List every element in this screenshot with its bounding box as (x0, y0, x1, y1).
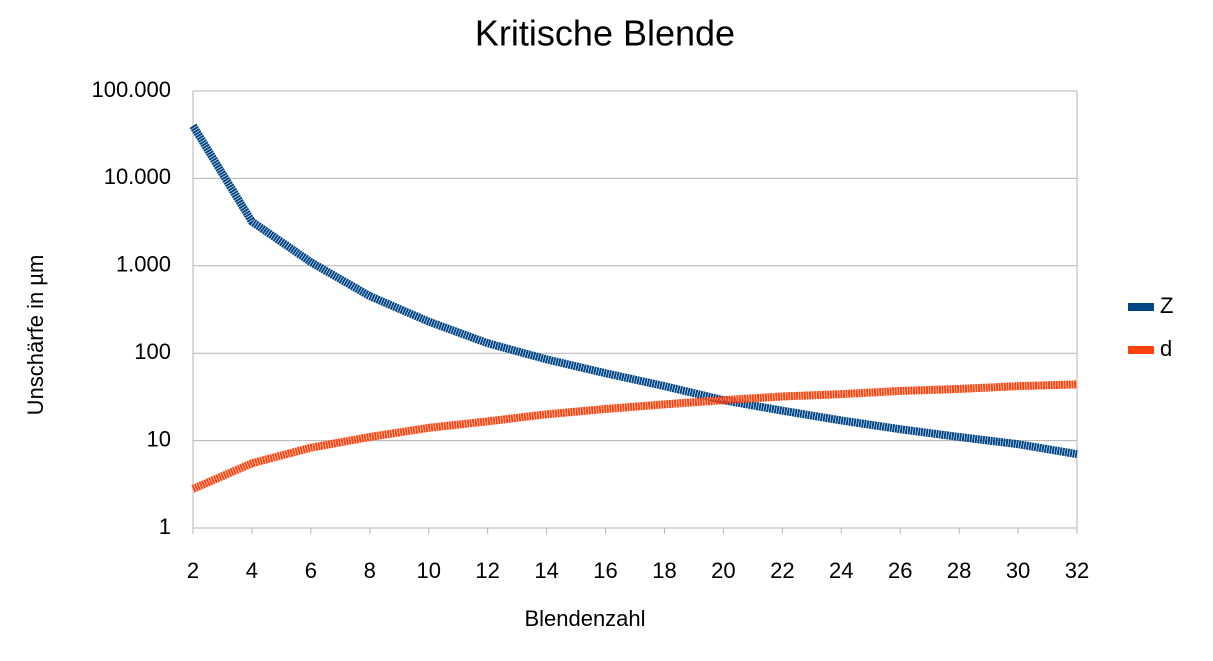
x-tick-label: 32 (1065, 558, 1089, 583)
legend-label: d (1160, 336, 1172, 361)
x-tick-label: 20 (711, 558, 735, 583)
x-tick-label: 12 (475, 558, 499, 583)
x-tick-label: 16 (593, 558, 617, 583)
y-tick-label: 1.000 (116, 252, 171, 277)
x-tick-label: 24 (829, 558, 853, 583)
x-tick-label: 2 (187, 558, 199, 583)
x-tick-label: 10 (416, 558, 440, 583)
x-tick-label: 26 (888, 558, 912, 583)
y-tick-label: 100.000 (91, 77, 171, 102)
x-tick-label: 6 (305, 558, 317, 583)
x-tick-label: 28 (947, 558, 971, 583)
y-tick-label: 10.000 (104, 164, 171, 189)
line-series (189, 123, 1078, 459)
x-tick-label: 30 (1006, 558, 1030, 583)
x-tick-label: 22 (770, 558, 794, 583)
y-axis-label: Unschärfe in µm (23, 255, 48, 416)
line-series (191, 380, 1078, 493)
x-tick-label: 14 (534, 558, 558, 583)
y-tick-label: 1 (159, 514, 171, 539)
x-tick-label: 4 (246, 558, 258, 583)
chart-title: Kritische Blende (475, 13, 735, 54)
x-axis-label: Blendenzahl (524, 606, 645, 631)
y-tick-label: 100 (134, 339, 171, 364)
x-tick-label: 8 (364, 558, 376, 583)
y-tick-label: 10 (147, 426, 171, 451)
legend-label: Z (1160, 293, 1173, 318)
x-tick-label: 18 (652, 558, 676, 583)
